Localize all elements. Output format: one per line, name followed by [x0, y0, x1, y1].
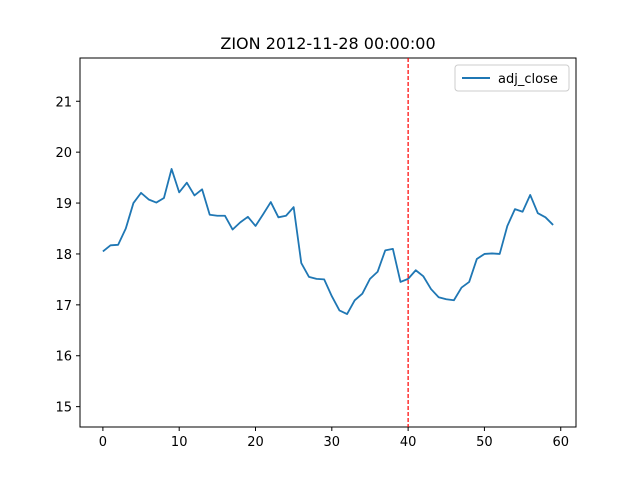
- series-layer: [102, 58, 554, 427]
- x-tick-label: 50: [476, 435, 493, 450]
- y-tick-label: 20: [55, 146, 72, 161]
- plot-area: [79, 57, 577, 428]
- y-tick-label: 21: [55, 95, 72, 110]
- y-tick-label: 15: [55, 401, 72, 416]
- x-tick-label: 0: [99, 435, 107, 450]
- x-tick-label: 30: [324, 435, 341, 450]
- y-tick-label: 17: [55, 299, 72, 314]
- x-tick-label: 40: [400, 435, 417, 450]
- legend-box: [454, 64, 570, 92]
- legend: adj_close: [454, 64, 570, 92]
- series-line-adj_close: [102, 168, 554, 315]
- y-tick-label: 19: [55, 197, 72, 212]
- x-tick-label: 20: [247, 435, 264, 450]
- x-tick-label: 10: [171, 435, 188, 450]
- chart-title: ZION 2012-11-28 00:00:00: [220, 34, 435, 53]
- y-tick-label: 18: [55, 248, 72, 263]
- y-axis-ticks: 15 16 17 18 19 20 21: [55, 95, 80, 416]
- legend-label: adj_close: [498, 72, 558, 87]
- axes-frame: [79, 57, 577, 428]
- x-tick-label: 60: [552, 435, 569, 450]
- y-tick-label: 16: [55, 350, 72, 365]
- x-axis-ticks: 0 10 20 30 40 50 60: [99, 427, 569, 450]
